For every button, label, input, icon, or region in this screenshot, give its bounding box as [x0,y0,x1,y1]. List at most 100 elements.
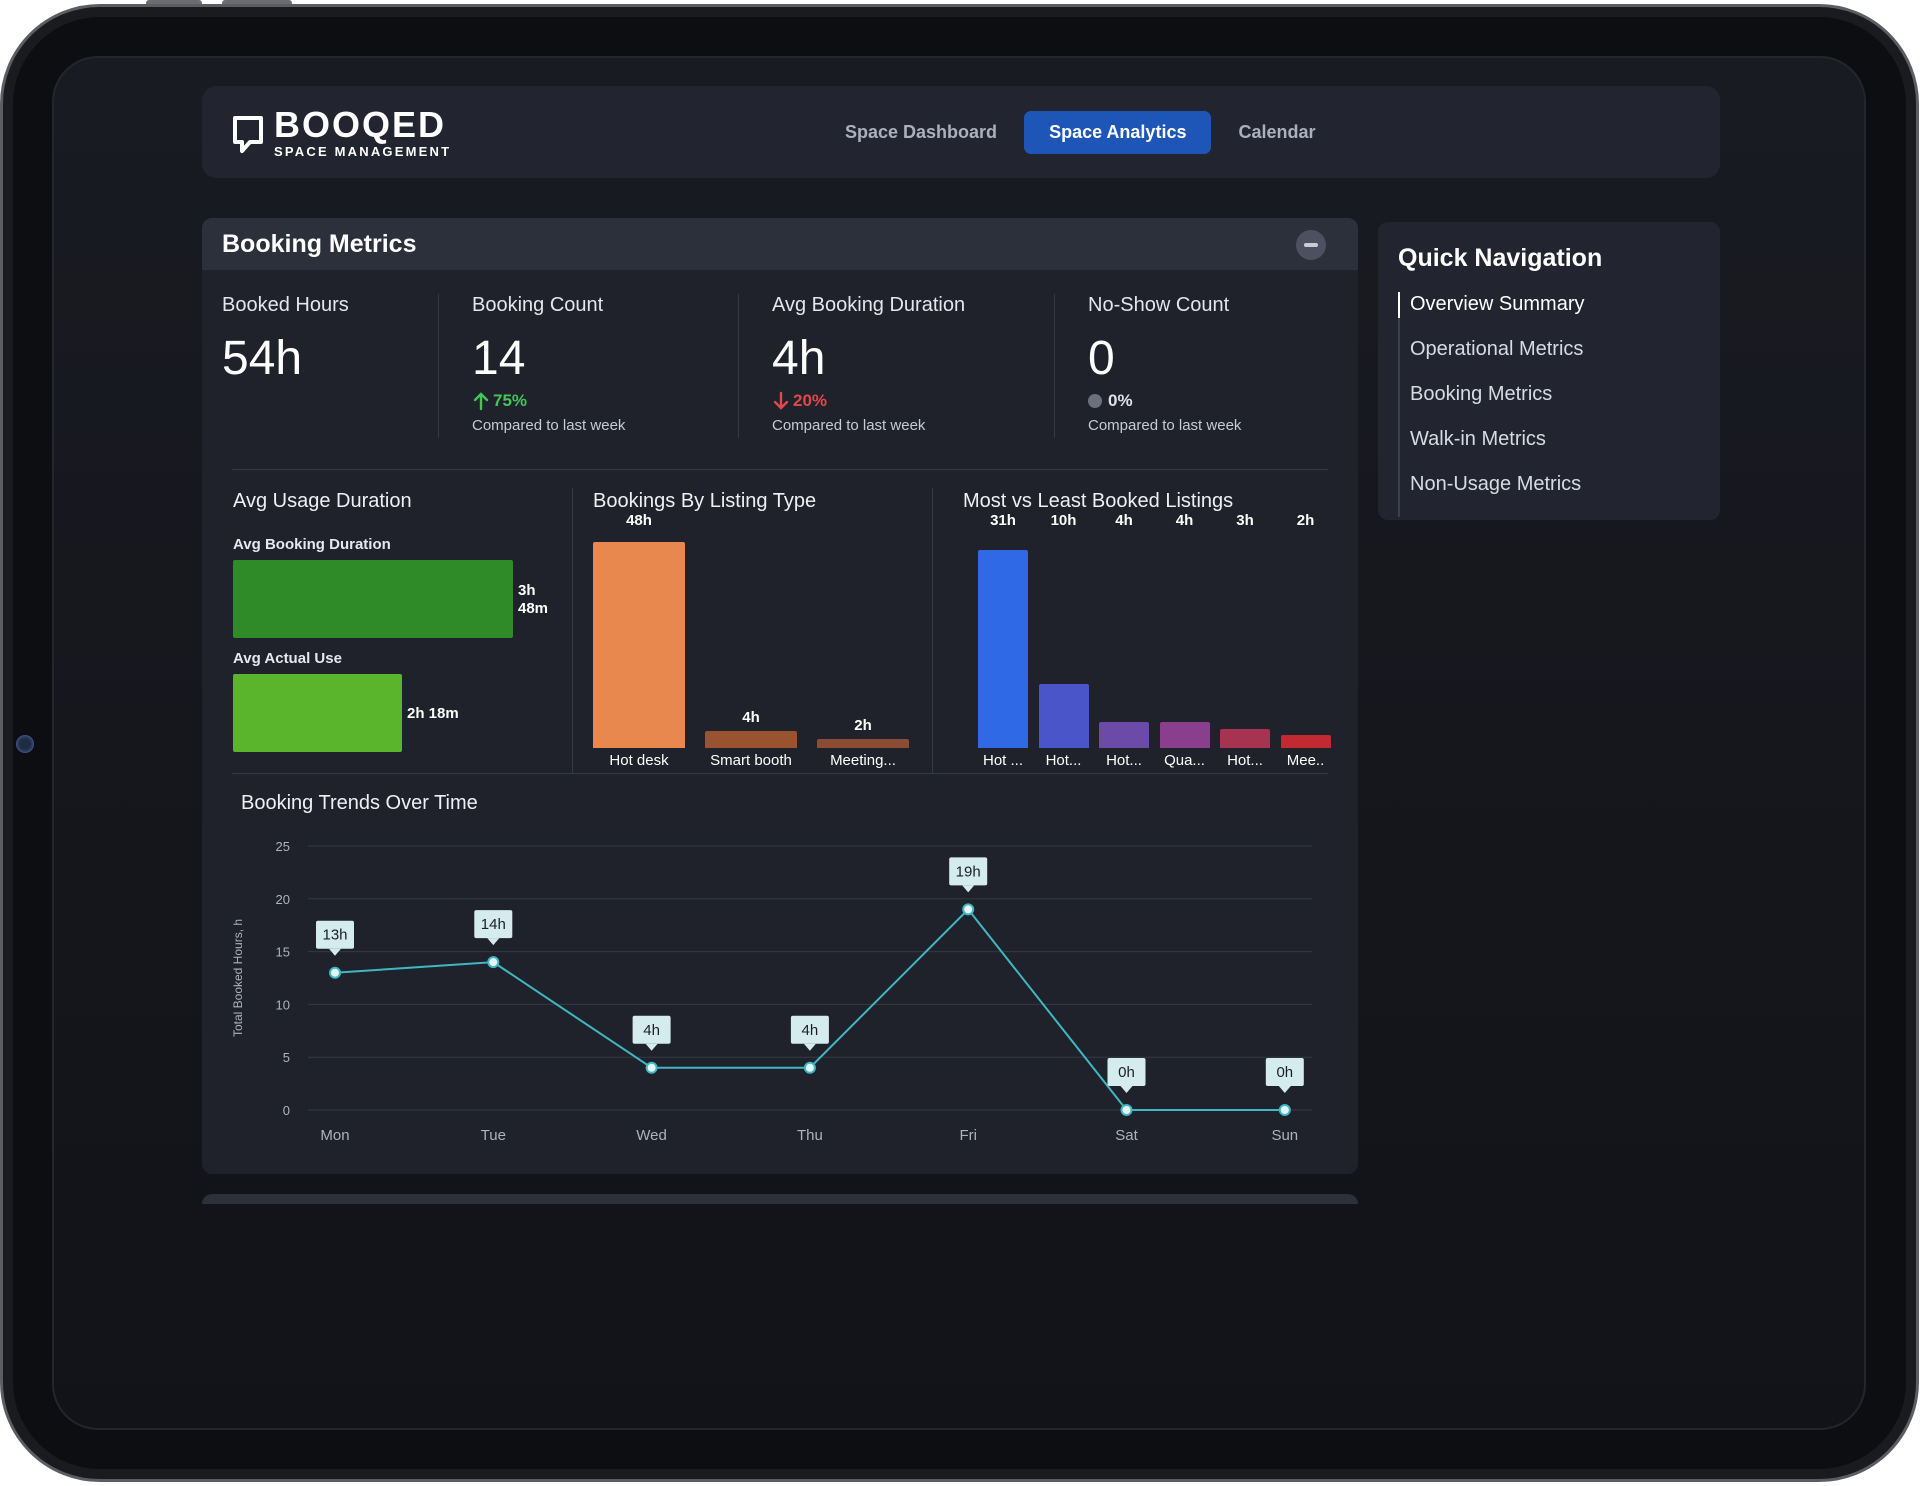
most-least-value-label: 4h [1115,512,1133,529]
tab-space-dashboard[interactable]: Space Dashboard [845,122,998,142]
device-power-button [222,0,292,6]
quick-nav-booking-metrics[interactable]: Booking Metrics [1410,383,1553,405]
most-least-value-label: 4h [1175,512,1194,529]
data-point [645,1061,658,1074]
kpi-value: 4h [772,332,826,385]
quick-nav-non-usage-metrics[interactable]: Non-Usage Metrics [1410,473,1582,495]
point-label-box [632,1015,671,1044]
kpi-change-value: 75% [493,391,528,410]
x-tick-label: Thu [797,1127,823,1144]
listing-type-value-label: 48h [626,512,652,529]
most-least-bar[interactable] [1099,722,1149,748]
most-least-bar[interactable] [1159,722,1210,748]
kpi-note: Compared to last week [472,417,626,434]
logo[interactable]: BOOQED SPACE MANAGEMENT [232,104,452,159]
quick-nav-overview-summary[interactable]: Overview Summary [1397,292,1584,337]
divider [932,488,933,774]
device-volume-button [146,0,202,6]
most-least-category-label: Mee.. [1286,752,1325,769]
usage-bar-value: 3h 48m [518,582,549,617]
data-point [329,966,341,979]
kpi-no-show-count: No-Show Count 0 0% Compared to last week [1088,294,1241,434]
logo-subtitle: SPACE MANAGEMENT [274,144,452,159]
listing-type-category-label: Smart booth [710,752,792,769]
kpi-label: Avg Booking Duration [772,294,966,316]
most-least-category-label: Hot... [1227,752,1263,769]
listing-type-bar[interactable] [817,739,909,748]
arrow-down-icon [773,391,789,410]
next-panel-edge [202,1194,1358,1204]
point-label-box [1265,1058,1304,1086]
collapse-button[interactable] [1296,230,1326,260]
avg-usage-title: Avg Usage Duration [233,490,412,512]
camera-icon [16,735,34,753]
quick-nav-title: Quick Navigation [1398,244,1603,272]
kpi-avg-booking-duration: Avg Booking Duration 4h 20% Compared to … [772,294,965,434]
booking-trends-chart: 0 5 10 15 20 25 Total Booked Hours, h 13h Mon 14h… [231,839,1312,1144]
point-label-box [1107,1058,1146,1086]
kpi-value: 54h [222,332,303,385]
most-least-category-label: Hot ... [982,752,1023,769]
kpi-note: Compared to last week [772,417,926,434]
point-label-pointer [962,885,975,893]
x-tick-label: Wed [636,1127,667,1144]
most-least-bar[interactable] [1220,729,1270,748]
avg-actual-use-label: Avg Actual Use [233,650,342,667]
panel-title: Booking Metrics [222,230,417,258]
main-nav: Space Dashboard Space Analytics Calendar [820,111,1343,154]
tab-calendar[interactable]: Calendar [1238,122,1316,142]
screen: BOOQED SPACE MANAGEMENT Space Dashboard … [52,56,1866,1430]
point-label: 13h [322,927,347,944]
kpi-change: 0% [1088,391,1241,411]
data-point [962,903,975,916]
arrow-up-icon [473,392,489,411]
kpi-note: Compared to last week [1088,417,1242,434]
most-least-title: Most vs Least Booked Listings [963,490,1234,512]
point-label-box [316,920,354,949]
kpi-label: Booked Hours [222,294,349,316]
top-header: BOOQED SPACE MANAGEMENT Space Dashboard … [202,86,1720,178]
y-tick-label: 15 [276,945,290,960]
data-point [1278,1104,1291,1116]
point-label: 4h [802,1022,819,1039]
y-tick-label: 0 [283,1103,290,1118]
point-label: 19h [956,863,981,880]
usage-bar-actual[interactable] [233,674,402,752]
kpi-label: No-Show Count [1088,294,1230,316]
y-tick-label: 20 [276,892,290,907]
listing-type-title: Bookings By Listing Type [593,490,817,512]
most-least-bar[interactable] [1280,735,1331,748]
kpi-booked-hours: Booked Hours 54h [222,294,349,385]
tab-space-analytics[interactable]: Space Analytics [1024,111,1212,154]
most-least-bar[interactable] [978,550,1028,748]
most-least-category-label: Hot... [1045,752,1082,769]
kpi-change-value: 0% [1108,391,1133,410]
divider [438,294,439,438]
most-least-value-label: 3h [1236,512,1254,529]
point-label-box [790,1015,829,1044]
usage-bar-booking[interactable] [233,560,513,638]
logo-name: BOOQED [274,104,447,145]
most-least-bar[interactable] [1038,684,1089,748]
kpi-label: Booking Count [472,294,604,316]
point-label-pointer [487,938,500,946]
listing-type-bar[interactable] [705,731,797,748]
data-point [1120,1104,1133,1116]
quick-nav-operational-metrics[interactable]: Operational Metrics [1410,338,1584,360]
point-label-box [474,910,513,939]
point-label-pointer [1120,1086,1133,1093]
neutral-dot-icon [1088,394,1102,408]
booqed-logo-icon [233,115,263,153]
listing-type-category-label: Hot desk [609,752,669,769]
kpi-value: 0 [1088,332,1115,385]
trends-title: Booking Trends Over Time [241,792,478,814]
listing-type-bar[interactable] [593,542,685,748]
most-least-value-label: 2h [1296,512,1315,529]
most-least-value-label: 31h [990,512,1016,529]
point-label-pointer [329,948,341,956]
point-label-pointer [645,1043,658,1051]
point-label: 0h [1276,1064,1293,1081]
quick-nav-walk-in-metrics[interactable]: Walk-in Metrics [1410,428,1546,450]
x-tick-label: Fri [959,1127,977,1144]
y-tick-label: 25 [276,839,290,854]
